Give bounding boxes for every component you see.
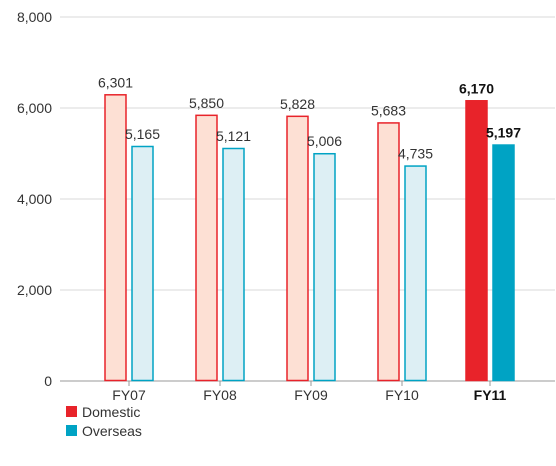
data-label: 5,197 (486, 125, 521, 141)
x-tick-label: FY10 (385, 387, 419, 400)
legend-label-domestic: Domestic (82, 403, 141, 420)
bar-domestic-fy10 (377, 122, 400, 382)
legend-item-overseas: Overseas (66, 421, 142, 440)
data-label: 5,006 (307, 133, 342, 149)
y-tick-label: 4,000 (17, 191, 52, 207)
y-tick-label: 6,000 (17, 100, 52, 116)
x-tick-label: FY09 (294, 387, 328, 400)
data-label: 5,683 (371, 102, 406, 118)
legend-swatch-overseas (66, 425, 77, 436)
data-label: 5,165 (125, 126, 160, 142)
bar-overseas-fy09 (313, 152, 336, 382)
bar-overseas-fy07 (131, 145, 154, 382)
data-label: 5,121 (216, 128, 251, 144)
y-tick-label: 8,000 (17, 9, 52, 25)
x-tick-label: FY11 (474, 387, 507, 400)
bar-overseas-fy11 (492, 144, 515, 382)
bar-chart: 0 2,000 4,000 6,000 8,000 6,301 5,165 FY07 5,850… (17, 9, 555, 400)
y-tick-label: 2,000 (17, 282, 52, 298)
legend-label-overseas: Overseas (82, 422, 142, 439)
data-label: 6,301 (98, 74, 133, 90)
bar-domestic-fy08 (195, 114, 218, 382)
bar-overseas-fy10 (404, 165, 427, 382)
bar-domestic-fy09 (286, 115, 309, 382)
bar-overseas-fy08 (222, 147, 245, 382)
bar-domestic-fy11 (465, 100, 488, 382)
legend-swatch-domestic (66, 406, 77, 417)
x-tick-label: FY07 (112, 387, 146, 400)
data-label: 5,828 (280, 96, 315, 112)
data-label: 6,170 (459, 80, 494, 96)
legend-item-domestic: Domestic (66, 402, 142, 421)
y-tick-label: 0 (44, 373, 52, 389)
data-label: 5,850 (189, 95, 224, 111)
bar-domestic-fy07 (104, 94, 127, 382)
data-label: 4,735 (398, 146, 433, 162)
legend: Domestic Overseas (66, 402, 142, 440)
x-tick-label: FY08 (203, 387, 237, 400)
